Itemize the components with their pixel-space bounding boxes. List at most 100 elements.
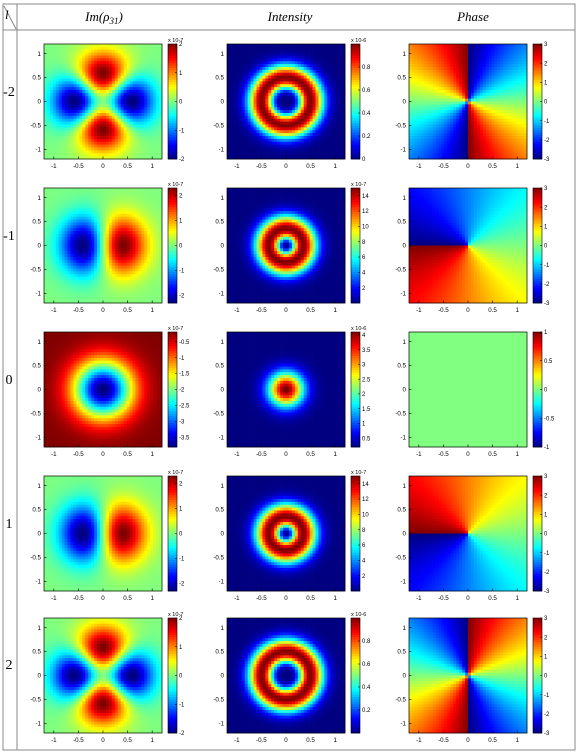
heatmap-cell bbox=[247, 84, 251, 88]
heatmap-cell bbox=[150, 95, 154, 99]
heatmap-cell bbox=[241, 107, 246, 111]
heatmap-cell bbox=[330, 104, 334, 108]
heatmap-cell bbox=[232, 150, 237, 154]
heatmap-cell bbox=[330, 121, 334, 125]
heatmap-cell bbox=[315, 67, 319, 71]
heatmap-cell bbox=[67, 124, 71, 128]
heatmap-cell bbox=[468, 136, 472, 140]
heatmap-cell bbox=[144, 136, 148, 140]
heatmap-cell bbox=[76, 61, 80, 65]
heatmap-cell bbox=[435, 110, 439, 114]
heatmap-cell bbox=[247, 81, 251, 85]
heatmap-cell bbox=[244, 138, 248, 143]
heatmap-cell bbox=[506, 104, 510, 108]
heatmap-cell bbox=[500, 107, 504, 111]
heatmap-cell bbox=[447, 67, 451, 71]
heatmap-cell bbox=[103, 46, 107, 51]
heatmap-cell bbox=[456, 124, 460, 128]
heatmap-cell bbox=[70, 147, 74, 151]
heatmap-cell bbox=[85, 67, 89, 71]
heatmap-cell bbox=[259, 118, 263, 122]
heatmap-cell bbox=[500, 115, 504, 120]
heatmap-cell bbox=[100, 44, 104, 48]
heatmap-cell bbox=[64, 138, 68, 143]
colorbar-cell bbox=[351, 67, 360, 71]
heatmap-cell bbox=[339, 69, 343, 74]
heatmap-cell bbox=[497, 52, 501, 56]
heatmap-cell bbox=[274, 90, 278, 94]
heatmap-cell bbox=[324, 92, 328, 97]
heatmap-cell bbox=[277, 84, 281, 88]
heatmap-cell bbox=[76, 136, 80, 140]
heatmap-cell bbox=[126, 58, 130, 62]
heatmap-cell bbox=[120, 118, 124, 122]
heatmap-cell bbox=[300, 87, 305, 91]
heatmap-cell bbox=[342, 92, 346, 97]
heatmap-cell bbox=[312, 115, 316, 120]
heatmap-cell bbox=[309, 156, 313, 160]
heatmap-cell bbox=[73, 69, 77, 74]
heatmap-cell bbox=[414, 136, 419, 140]
heatmap-cell bbox=[253, 81, 257, 85]
heatmap-cell bbox=[333, 107, 337, 111]
heatmap-cell bbox=[503, 133, 507, 137]
heatmap-cell bbox=[414, 104, 419, 108]
heatmap-cell bbox=[503, 75, 507, 79]
heatmap-cell bbox=[76, 46, 80, 51]
heatmap-cell bbox=[256, 61, 260, 65]
heatmap-cell bbox=[117, 44, 122, 48]
heatmap-cell bbox=[473, 133, 478, 137]
heatmap-cell bbox=[46, 156, 51, 160]
heatmap-cell bbox=[312, 72, 316, 76]
heatmap-cell bbox=[441, 115, 445, 120]
heatmap-cell bbox=[470, 107, 475, 111]
heatmap-cell bbox=[432, 150, 436, 154]
heatmap-cell bbox=[321, 124, 325, 128]
heatmap-cell bbox=[423, 46, 428, 51]
heatmap-cell bbox=[417, 153, 422, 157]
heatmap-cell bbox=[108, 98, 113, 102]
heatmap-cell bbox=[438, 90, 442, 94]
heatmap-cell bbox=[247, 64, 251, 68]
heatmap-cell bbox=[61, 52, 65, 56]
heatmap-cell bbox=[294, 136, 299, 140]
heatmap-cell bbox=[138, 156, 142, 160]
heatmap-cell bbox=[247, 133, 251, 137]
heatmap-cell bbox=[462, 61, 466, 65]
heatmap-cell bbox=[73, 130, 77, 134]
heatmap-cell bbox=[159, 124, 163, 128]
heatmap-cell bbox=[235, 90, 240, 94]
heatmap-cell bbox=[129, 78, 133, 82]
heatmap-cell bbox=[500, 133, 504, 137]
heatmap-cell bbox=[339, 124, 343, 128]
heatmap-cell bbox=[409, 81, 413, 85]
heatmap-cell bbox=[117, 127, 122, 131]
heatmap-cell bbox=[512, 95, 516, 99]
heatmap-cell bbox=[312, 130, 316, 134]
heatmap-cell bbox=[315, 107, 319, 111]
heatmap-cell bbox=[46, 136, 51, 140]
heatmap-cell bbox=[150, 75, 154, 79]
heatmap-cell bbox=[300, 64, 305, 68]
heatmap-cell bbox=[259, 55, 263, 59]
heatmap-cell bbox=[409, 144, 413, 148]
heatmap-cell bbox=[488, 153, 492, 157]
heatmap-cell bbox=[417, 64, 422, 68]
heatmap-cell bbox=[297, 92, 302, 97]
heatmap-cell bbox=[300, 72, 305, 76]
heatmap-cell bbox=[147, 136, 151, 140]
heatmap-cell bbox=[306, 84, 310, 88]
heatmap-cell bbox=[138, 81, 142, 85]
heatmap-cell bbox=[417, 104, 422, 108]
heatmap-cell bbox=[132, 121, 136, 125]
heatmap-cell bbox=[488, 49, 492, 53]
heatmap-cell bbox=[462, 87, 466, 91]
heatmap-cell bbox=[55, 58, 60, 62]
heatmap-cell bbox=[238, 55, 243, 59]
heatmap-cell bbox=[229, 55, 234, 59]
heatmap-cell bbox=[153, 52, 157, 56]
heatmap-cell bbox=[232, 72, 237, 76]
heatmap-cell bbox=[482, 127, 487, 131]
heatmap-cell bbox=[479, 124, 484, 128]
heatmap-cell bbox=[141, 127, 145, 131]
